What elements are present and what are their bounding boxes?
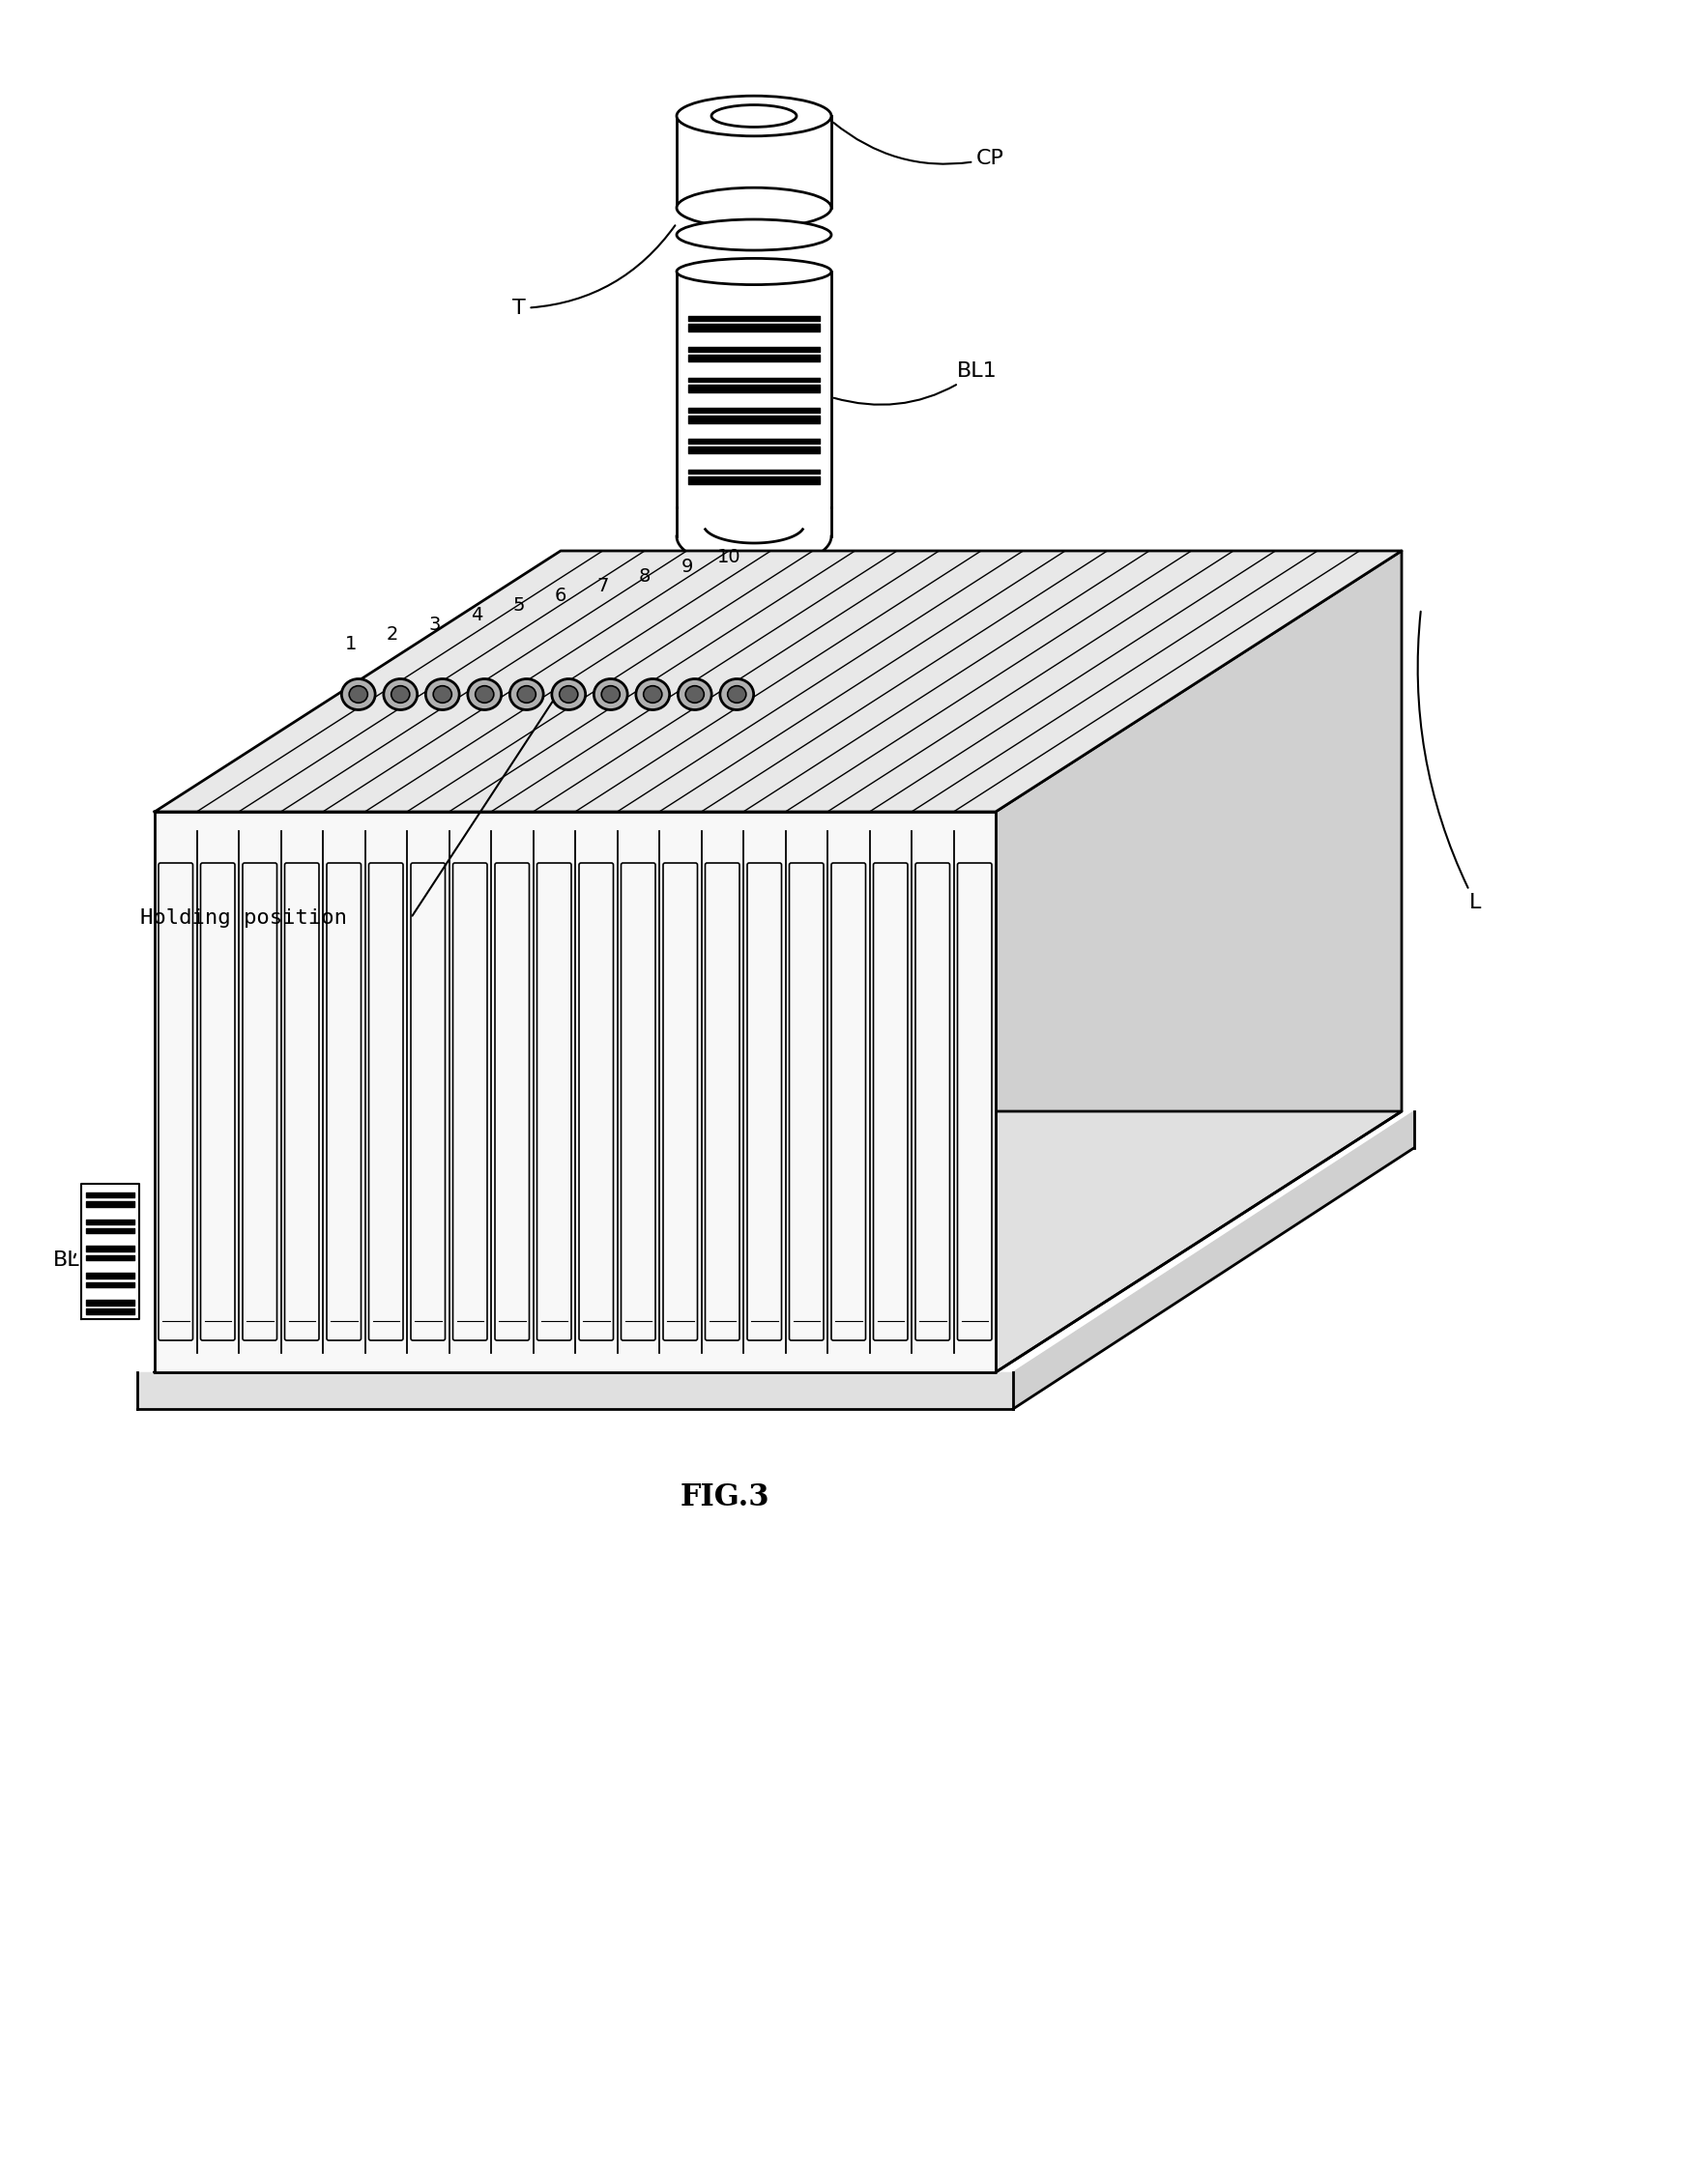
Ellipse shape bbox=[476, 686, 494, 703]
Text: 6: 6 bbox=[555, 587, 566, 605]
Ellipse shape bbox=[719, 679, 753, 710]
Text: 2: 2 bbox=[387, 627, 398, 644]
Text: L: L bbox=[1417, 612, 1481, 913]
Text: 9: 9 bbox=[681, 559, 693, 577]
Ellipse shape bbox=[560, 686, 578, 703]
Polygon shape bbox=[155, 550, 1402, 812]
Ellipse shape bbox=[392, 686, 410, 703]
Text: 5: 5 bbox=[513, 596, 524, 616]
Ellipse shape bbox=[509, 679, 543, 710]
Polygon shape bbox=[1014, 1112, 1414, 1409]
Ellipse shape bbox=[677, 218, 832, 251]
Text: 8: 8 bbox=[639, 568, 651, 585]
Polygon shape bbox=[81, 1184, 140, 1319]
Ellipse shape bbox=[711, 105, 797, 127]
Polygon shape bbox=[995, 550, 1402, 1372]
Ellipse shape bbox=[383, 679, 417, 710]
Polygon shape bbox=[155, 1112, 1402, 1372]
Ellipse shape bbox=[602, 686, 620, 703]
Ellipse shape bbox=[425, 679, 459, 710]
Text: BL2: BL2 bbox=[54, 1251, 94, 1269]
Text: CP: CP bbox=[834, 122, 1004, 168]
Ellipse shape bbox=[635, 679, 669, 710]
Ellipse shape bbox=[341, 679, 375, 710]
Text: 1: 1 bbox=[345, 636, 356, 653]
Ellipse shape bbox=[677, 679, 711, 710]
Text: 3: 3 bbox=[429, 616, 440, 633]
Ellipse shape bbox=[593, 679, 627, 710]
Ellipse shape bbox=[686, 686, 704, 703]
Ellipse shape bbox=[551, 679, 585, 710]
Ellipse shape bbox=[677, 258, 832, 284]
Ellipse shape bbox=[467, 679, 501, 710]
Text: FIG.2: FIG.2 bbox=[709, 627, 798, 657]
Ellipse shape bbox=[518, 686, 536, 703]
Text: Holding position: Holding position bbox=[140, 909, 346, 928]
Polygon shape bbox=[155, 812, 995, 1372]
Ellipse shape bbox=[677, 188, 832, 227]
Text: FIG.3: FIG.3 bbox=[681, 1483, 770, 1514]
Text: BL1: BL1 bbox=[834, 360, 997, 404]
Ellipse shape bbox=[434, 686, 452, 703]
Text: 4: 4 bbox=[471, 607, 482, 625]
Text: T: T bbox=[513, 225, 676, 319]
Ellipse shape bbox=[677, 96, 832, 135]
Text: 10: 10 bbox=[718, 548, 741, 568]
Ellipse shape bbox=[644, 686, 662, 703]
Text: 7: 7 bbox=[597, 577, 609, 596]
Polygon shape bbox=[138, 1372, 1014, 1409]
Ellipse shape bbox=[728, 686, 746, 703]
Ellipse shape bbox=[350, 686, 368, 703]
